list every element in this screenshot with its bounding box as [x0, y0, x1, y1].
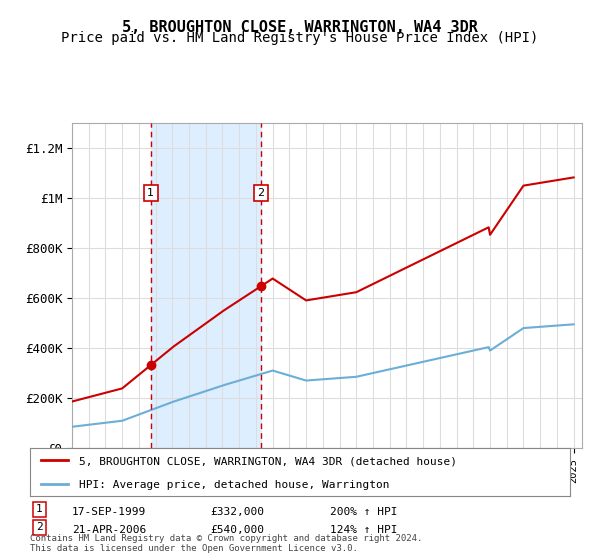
- Text: 124% ↑ HPI: 124% ↑ HPI: [330, 525, 398, 535]
- Text: 5, BROUGHTON CLOSE, WARRINGTON, WA4 3DR (detached house): 5, BROUGHTON CLOSE, WARRINGTON, WA4 3DR …: [79, 456, 457, 466]
- Text: £540,000: £540,000: [210, 525, 264, 535]
- Text: 17-SEP-1999: 17-SEP-1999: [72, 507, 146, 517]
- Text: 1: 1: [147, 188, 154, 198]
- Text: 5, BROUGHTON CLOSE, WARRINGTON, WA4 3DR: 5, BROUGHTON CLOSE, WARRINGTON, WA4 3DR: [122, 20, 478, 35]
- Text: 21-APR-2006: 21-APR-2006: [72, 525, 146, 535]
- Text: 1: 1: [36, 505, 43, 515]
- Text: 200% ↑ HPI: 200% ↑ HPI: [330, 507, 398, 517]
- Text: 2: 2: [257, 188, 265, 198]
- Text: HPI: Average price, detached house, Warrington: HPI: Average price, detached house, Warr…: [79, 480, 389, 490]
- Text: £332,000: £332,000: [210, 507, 264, 517]
- Text: Price paid vs. HM Land Registry's House Price Index (HPI): Price paid vs. HM Land Registry's House …: [61, 31, 539, 45]
- Text: 2: 2: [36, 522, 43, 533]
- Text: Contains HM Land Registry data © Crown copyright and database right 2024.
This d: Contains HM Land Registry data © Crown c…: [30, 534, 422, 553]
